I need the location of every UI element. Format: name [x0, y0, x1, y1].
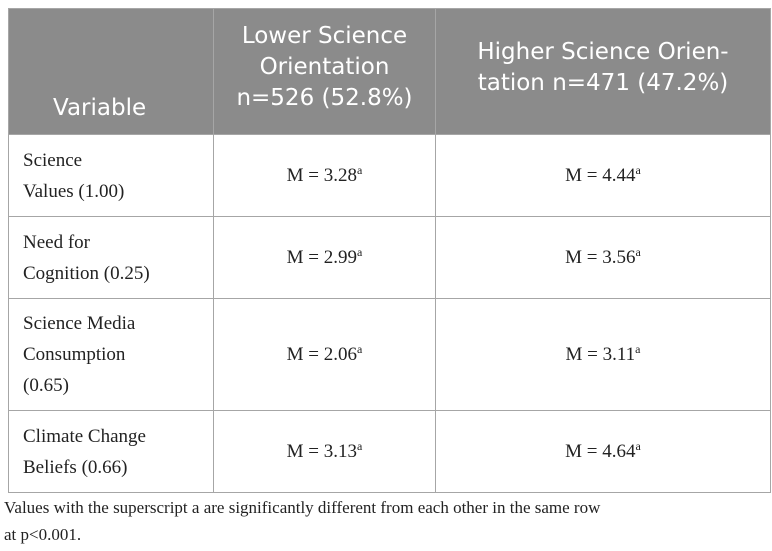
results-table: Variable Lower Science Orientation n=526 (5… [8, 8, 771, 493]
superscript: a [635, 245, 641, 259]
header-text: Lower Science [241, 23, 408, 49]
label-text: Climate Change [23, 425, 146, 447]
value-cell: M = 3.56a [435, 216, 771, 299]
header-text: Higher Science Orien- [477, 38, 729, 65]
superscript: a [357, 163, 363, 177]
superscript: a [635, 163, 641, 177]
value-cell: M = 3.13a [213, 410, 436, 493]
row-label: Science Media Consumption (0.65) [8, 298, 214, 411]
value-text: M = 3.56 [565, 247, 636, 268]
header-cell: Lower Science Orientation n=526 (52.8%) [213, 8, 436, 135]
header-cell: Variable [8, 8, 214, 135]
label-text: Science [23, 149, 83, 171]
value-cell: M = 4.64a [435, 410, 771, 493]
table-row: Need for Cognition (0.25) M = 2.99a M = 3.5… [8, 216, 771, 299]
value-text: M = 3.13 [286, 441, 358, 462]
value-cell: M = 2.99a [213, 216, 436, 299]
superscript: a [635, 342, 641, 356]
header-cell: Higher Science Orien-tation n=471 (47.2%… [435, 8, 771, 135]
row-label: Climate Change Beliefs (0.66) [8, 410, 214, 493]
table-row: Climate Change Beliefs (0.66) M = 3.13a M =… [8, 410, 771, 493]
superscript: a [635, 439, 641, 453]
header-row: Variable Lower Science Orientation n=526 (5… [8, 8, 771, 135]
header-text: n=526 (52.8%) [236, 85, 413, 111]
value-text: M = 3.28 [286, 165, 358, 186]
label-text: Cognition (0.25) [23, 262, 150, 284]
label-text: Need for [23, 231, 90, 253]
value-text: M = 2.06 [286, 344, 358, 365]
superscript: a [357, 342, 363, 356]
value-text: M = 4.44 [565, 165, 636, 186]
value-cell: M = 3.28a [213, 134, 436, 217]
value-text: M = 4.64 [565, 441, 636, 462]
row-label: Need for Cognition (0.25) [8, 216, 214, 299]
table-row: Science Media Consumption (0.65) M = 2.06a M… [8, 298, 771, 411]
label-text: Consumption [23, 344, 126, 365]
row-label: Science Values (1.00) [8, 134, 214, 217]
header-text: tation n=471 (47.2%) [477, 69, 729, 96]
superscript: a [357, 439, 363, 453]
table-row: Science Values (1.00) M = 3.28a M = 4.44a [8, 134, 771, 217]
label-text: (0.65) [23, 375, 69, 396]
value-cell: M = 4.44a [435, 134, 771, 217]
table-body: Science Values (1.00) M = 3.28a M = 4.44a Ne… [8, 134, 771, 493]
label-text: Beliefs (0.66) [23, 456, 128, 478]
value-cell: M = 2.06a [213, 298, 436, 411]
footnote-text: Values with the superscript a are signif… [4, 498, 601, 517]
footnote: Values with the superscript a are signif… [4, 494, 770, 548]
value-text: M = 2.99 [286, 247, 358, 268]
value-text: M = 3.11 [565, 344, 636, 365]
header-text: Variable [53, 95, 147, 121]
label-text: Values (1.00) [23, 180, 125, 202]
header-text: Orientation [259, 54, 390, 80]
label-text: Science Media [23, 313, 136, 334]
value-cell: M = 3.11a [435, 298, 771, 411]
superscript: a [357, 245, 363, 259]
footnote-text: at p<0.001. [4, 525, 82, 544]
